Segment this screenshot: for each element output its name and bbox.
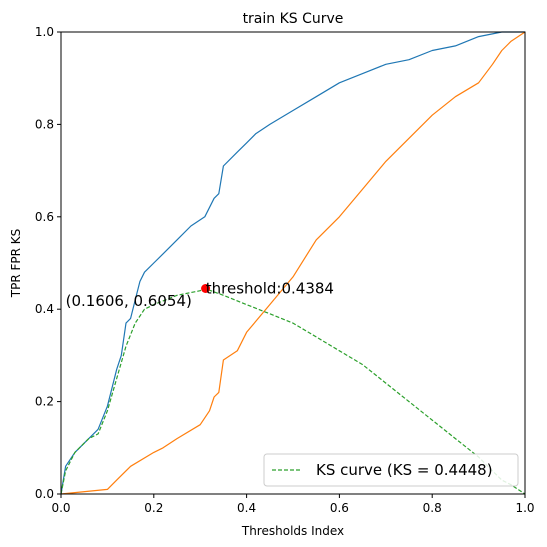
annotation-0: threshold:0.4384 bbox=[206, 279, 334, 297]
x-tick-label-0: 0.0 bbox=[51, 501, 70, 515]
x-tick-label-3: 0.6 bbox=[330, 501, 349, 515]
x-axis-label: Thresholds Index bbox=[241, 524, 344, 538]
x-tick-label-4: 0.8 bbox=[423, 501, 442, 515]
chart-title: train KS Curve bbox=[243, 11, 344, 27]
x-tick-label-5: 1.0 bbox=[515, 501, 534, 515]
legend-box bbox=[263, 453, 519, 487]
x-tick-label-1: 0.2 bbox=[144, 501, 163, 515]
series-line-0 bbox=[60, 31, 525, 495]
x-tick-label-2: 0.4 bbox=[237, 501, 256, 515]
plot-background bbox=[61, 32, 525, 494]
y-tick-label-5: 1.0 bbox=[35, 25, 54, 39]
axes-frame bbox=[60, 31, 526, 495]
plot-area: threshold:0.4384 (0.1606, 0.6054) 0.0 0.2 0.… bbox=[9, 11, 535, 538]
series-line-1 bbox=[60, 31, 526, 495]
legend-label-ks: KS curve (KS = 0.4448) bbox=[316, 461, 493, 479]
y-tick-label-0: 0.0 bbox=[35, 487, 54, 501]
y-tick-label-4: 0.8 bbox=[35, 117, 54, 131]
series-line-2 bbox=[60, 287, 526, 495]
y-tick-label-1: 0.2 bbox=[35, 395, 54, 409]
ks-max-marker bbox=[201, 284, 211, 294]
y-tick-label-3: 0.6 bbox=[35, 210, 54, 224]
y-tick-label-2: 0.4 bbox=[35, 302, 54, 316]
annotation-1: (0.1606, 0.6054) bbox=[66, 292, 192, 310]
y-axis-label: TPR FPR KS bbox=[9, 229, 23, 299]
